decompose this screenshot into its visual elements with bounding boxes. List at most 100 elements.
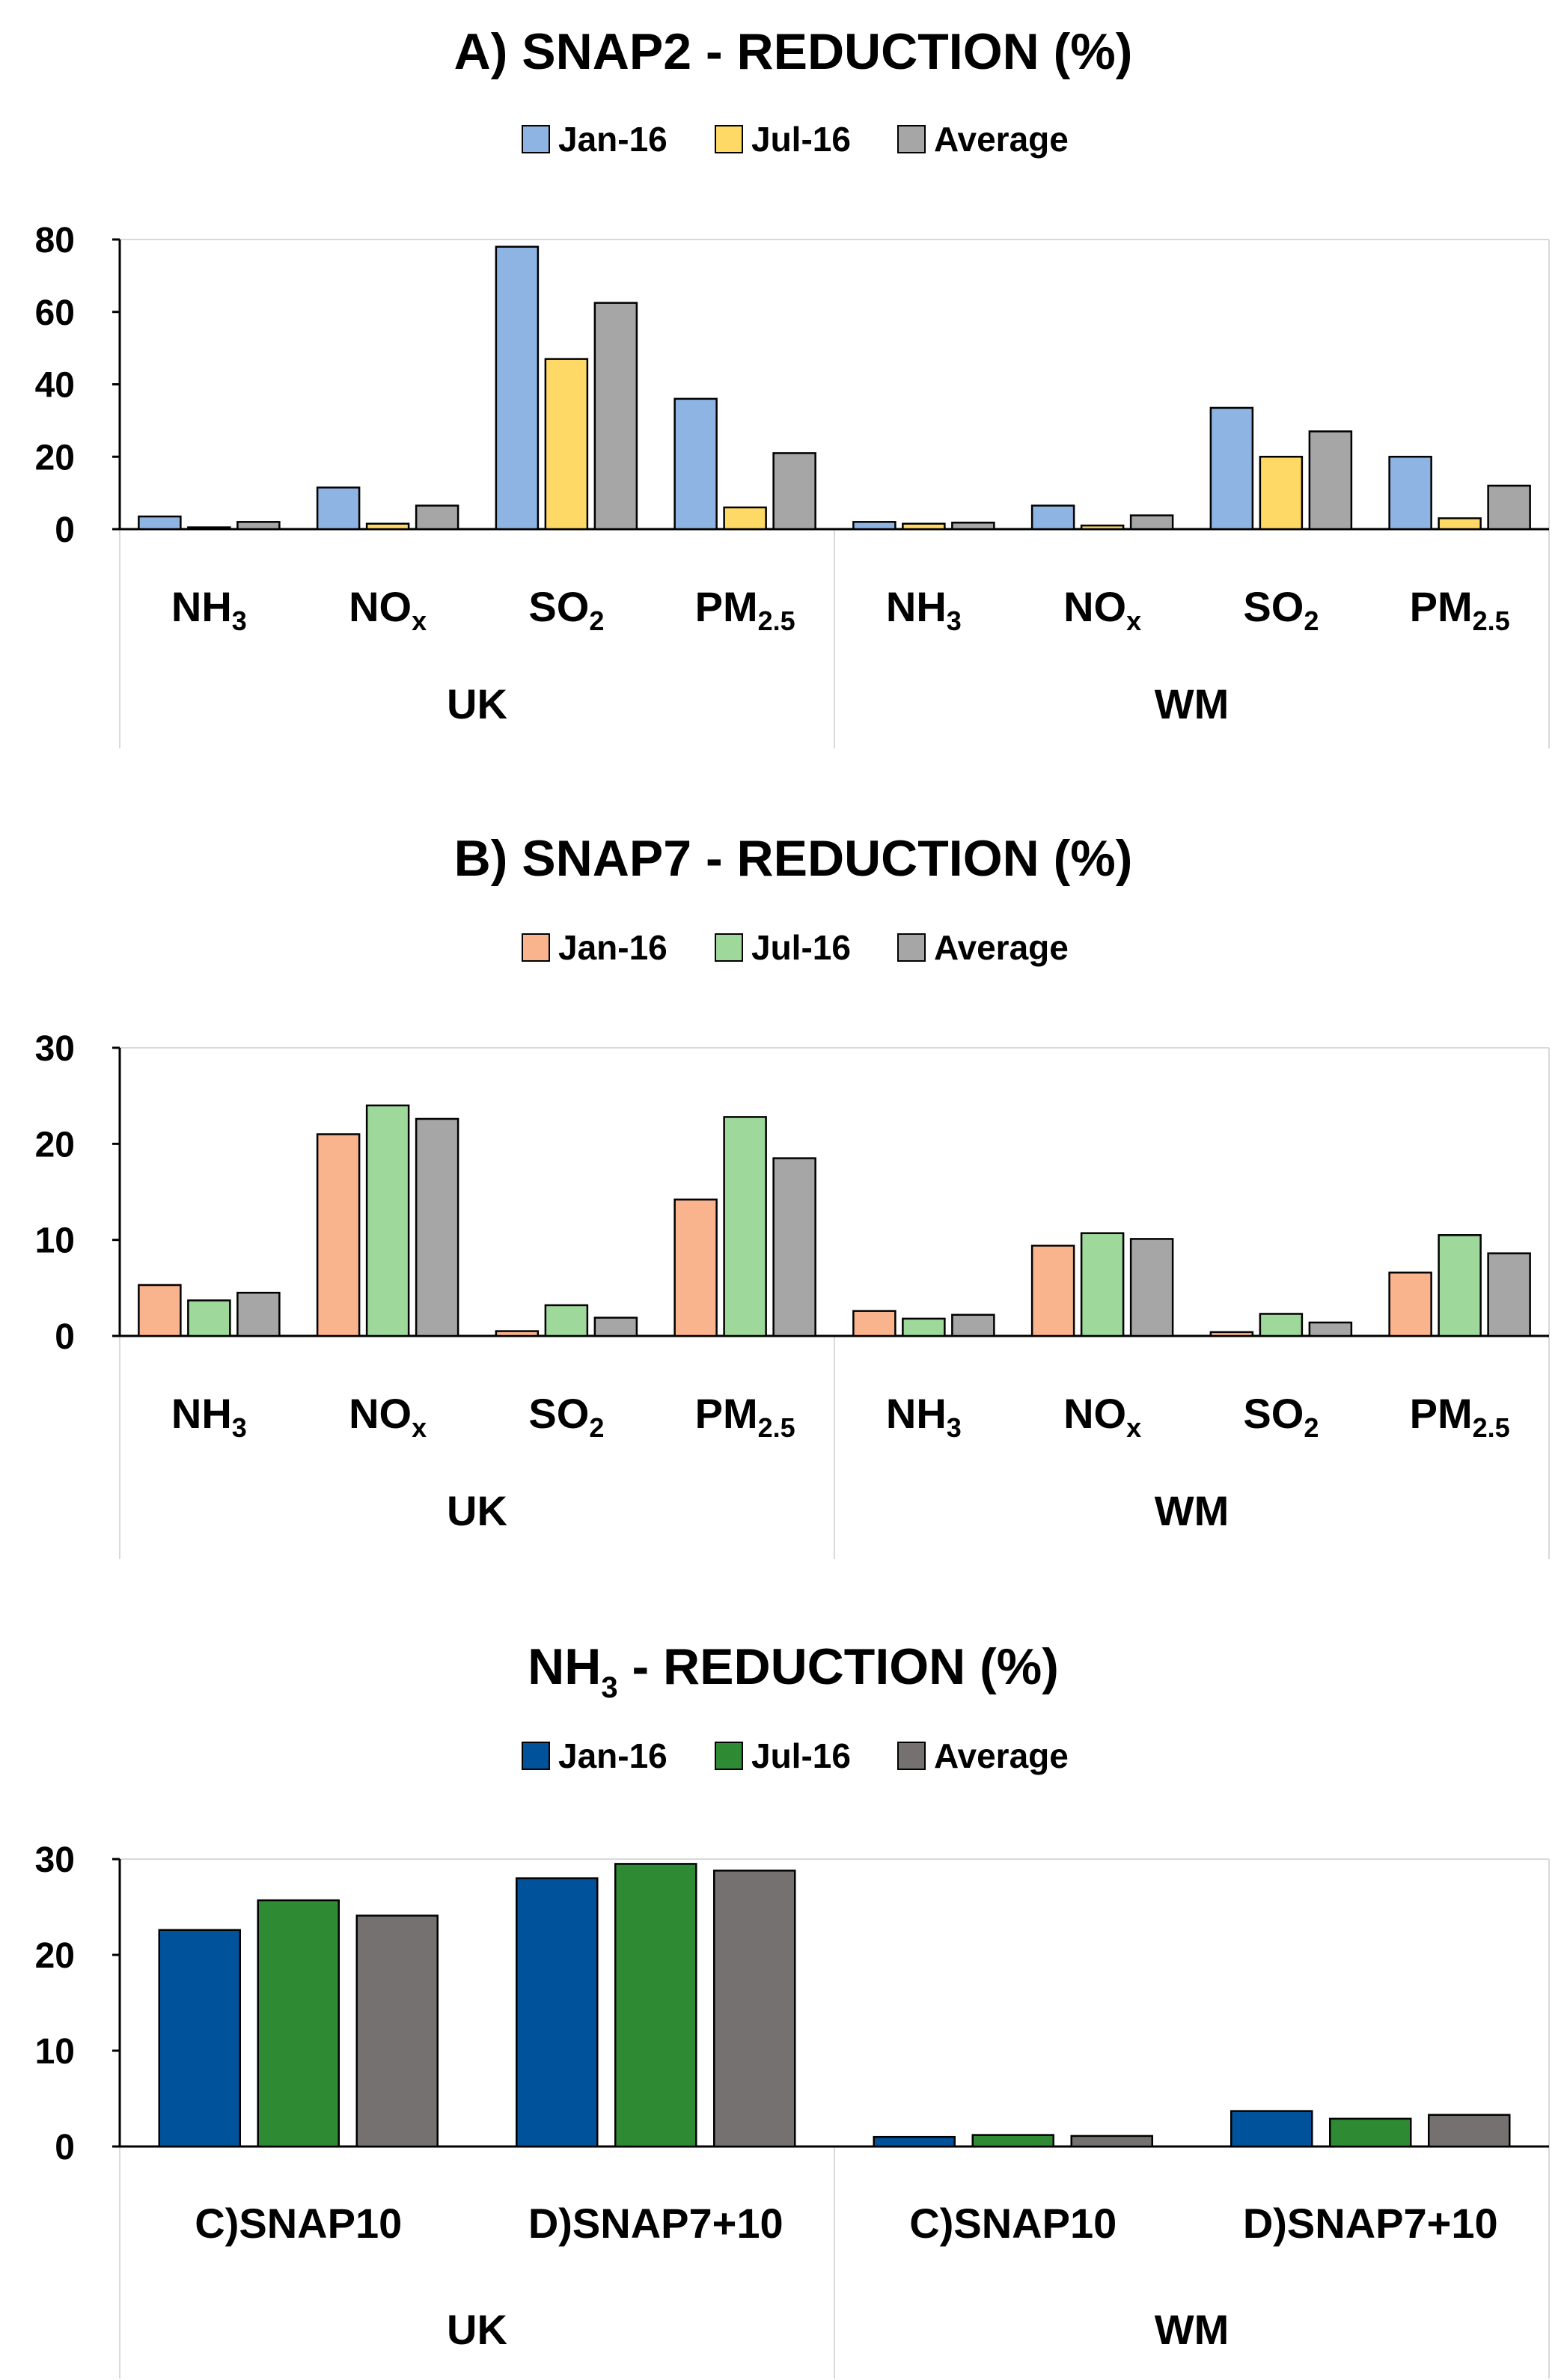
- bar-jul-16: [902, 1317, 946, 1337]
- bar-jan-16: [138, 515, 182, 531]
- y-tick-label: 20: [35, 1936, 75, 1976]
- bar-jul-16: [257, 1899, 340, 2148]
- bar-jul-16: [187, 526, 231, 531]
- y-tick-label: 30: [35, 1029, 75, 1069]
- bar-jul-16: [971, 2134, 1054, 2148]
- legend-swatch: [897, 125, 926, 153]
- bar-jul-16: [1438, 1234, 1482, 1337]
- category-label: PM2.5: [695, 1390, 795, 1443]
- category-label: PM2.5: [1410, 583, 1510, 636]
- category-label: D)SNAP7+10: [528, 2200, 784, 2247]
- bar-average: [1308, 430, 1353, 531]
- y-tick-label: 10: [35, 2032, 75, 2072]
- legend-swatch: [897, 933, 926, 962]
- legend-swatch: [715, 125, 743, 153]
- bar-jan-16: [673, 397, 718, 531]
- chart-panel-3: NH3 - REDUCTION (%) Jan-16 Jul-16 Average 0 1…: [35, 1638, 1550, 2379]
- y-tick-label: 20: [35, 1125, 75, 1165]
- category-label: NH3: [171, 583, 247, 636]
- bar-jul-16: [723, 1116, 767, 1337]
- legend-label: Average: [934, 928, 1069, 967]
- bar-average: [772, 452, 816, 531]
- category-label: NOx: [1063, 1390, 1141, 1443]
- bar-average: [772, 1157, 816, 1337]
- y-tick-label: 10: [35, 1221, 75, 1261]
- legend-swatch: [522, 1742, 550, 1770]
- chart-panel-1: A) SNAP2 - REDUCTION (%) Jan-16 Jul-16 Aver…: [35, 23, 1550, 748]
- group-label: WM: [1155, 1487, 1230, 1534]
- bar-jan-16: [673, 1198, 718, 1337]
- category-label: SO2: [528, 583, 604, 636]
- bar-average: [1487, 1252, 1531, 1337]
- legend-label: Jan-16: [558, 1736, 668, 1775]
- bar-jan-16: [1030, 1245, 1075, 1337]
- bar-jul-16: [902, 522, 946, 531]
- category-label: NOx: [349, 583, 427, 636]
- legend: Jan-16 Jul-16 Average: [522, 1736, 1069, 1775]
- y-tick-label: 60: [35, 293, 75, 333]
- bar-jan-16: [1230, 2110, 1313, 2148]
- bar-average: [1129, 1238, 1174, 1337]
- bar-jan-16: [852, 1310, 896, 1337]
- category-label: C)SNAP10: [195, 2200, 402, 2247]
- bar-jul-16: [1080, 1232, 1125, 1337]
- category-label: SO2: [528, 1390, 604, 1443]
- bar-jan-16: [1388, 1272, 1432, 1337]
- bar-jul-16: [544, 358, 589, 531]
- bar-average: [1308, 1321, 1353, 1337]
- group-label: WM: [1155, 680, 1230, 727]
- bar-average: [951, 1313, 995, 1337]
- bar-jul-16: [1259, 456, 1304, 531]
- category-label: NH3: [171, 1390, 247, 1443]
- bar-jan-16: [316, 1133, 361, 1337]
- legend-label: Average: [934, 120, 1069, 159]
- bar-average: [593, 302, 638, 531]
- legend-swatch: [715, 933, 743, 962]
- group-label: UK: [447, 2306, 507, 2353]
- bar-jan-16: [1209, 1331, 1254, 1337]
- bar-average: [415, 1117, 459, 1337]
- y-tick-label: 40: [35, 366, 75, 406]
- bar-jan-16: [516, 1877, 599, 2148]
- chart-panel-2: B) SNAP7 - REDUCTION (%) Jan-16 Jul-16 Aver…: [35, 830, 1550, 1559]
- bar-jul-16: [723, 506, 767, 531]
- bar-jul-16: [365, 522, 410, 531]
- bar-jul-16: [1438, 517, 1482, 531]
- y-tick-label: 0: [55, 2128, 75, 2167]
- y-tick-label: 80: [35, 221, 75, 260]
- category-label: PM2.5: [1410, 1390, 1510, 1443]
- bar-jul-16: [1080, 524, 1125, 531]
- bar-average: [1428, 2114, 1511, 2148]
- bar-jul-16: [1329, 2117, 1412, 2148]
- bar-average: [951, 522, 995, 531]
- legend-label: Jan-16: [558, 120, 668, 159]
- bar-jan-16: [138, 1284, 182, 1337]
- category-label: SO2: [1243, 583, 1319, 636]
- bar-average: [1129, 514, 1174, 531]
- bar-jul-16: [187, 1299, 231, 1337]
- bar-average: [593, 1316, 638, 1337]
- chart-title: B) SNAP7 - REDUCTION (%): [454, 830, 1133, 887]
- bar-jul-16: [614, 1863, 697, 2148]
- legend-label: Jul-16: [751, 1736, 851, 1775]
- bar-average: [1487, 484, 1531, 531]
- category-label: NH3: [886, 1390, 962, 1443]
- bar-jul-16: [544, 1304, 589, 1337]
- legend-swatch: [897, 1742, 926, 1770]
- bar-jul-16: [1259, 1313, 1304, 1337]
- y-tick-label: 20: [35, 438, 75, 477]
- category-label: C)SNAP10: [909, 2200, 1117, 2247]
- legend-swatch: [715, 1742, 743, 1770]
- legend-swatch: [522, 125, 550, 153]
- bar-average: [236, 521, 281, 531]
- chart-title: A) SNAP2 - REDUCTION (%): [454, 23, 1133, 80]
- bar-jan-16: [1209, 406, 1254, 531]
- bar-jan-16: [158, 1929, 241, 2148]
- bar-average: [713, 1870, 796, 2148]
- legend-label: Average: [934, 1736, 1069, 1775]
- category-label: D)SNAP7+10: [1243, 2200, 1498, 2247]
- legend-label: Jul-16: [751, 928, 851, 967]
- bar-average: [415, 504, 459, 531]
- y-tick-label: 30: [35, 1840, 75, 1880]
- category-label: NOx: [1063, 583, 1141, 636]
